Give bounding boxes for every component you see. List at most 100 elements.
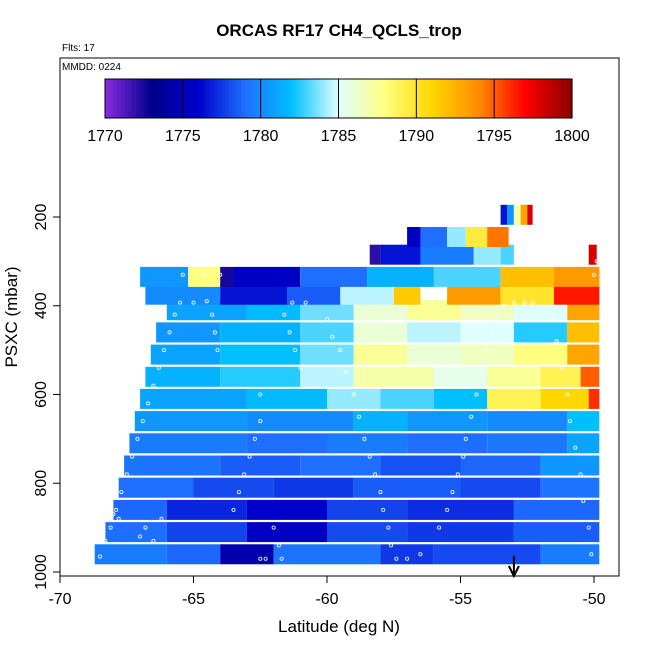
colorbar-swatch: [431, 79, 437, 118]
heatmap-cell: [487, 388, 541, 409]
track-point: [191, 300, 196, 305]
colorbar-swatch: [124, 79, 129, 118]
latitude-marker-arrow: [508, 556, 520, 579]
heatmap-cell: [300, 455, 381, 476]
colorbar-swatch: [517, 79, 523, 118]
track-point: [330, 334, 335, 339]
colorbar-swatch: [346, 79, 351, 118]
colorbar-swatch: [470, 79, 476, 118]
heatmap-cell: [407, 433, 488, 454]
colorbar-swatch: [486, 79, 491, 118]
colorbar-swatch: [221, 79, 227, 118]
track-point: [143, 525, 148, 530]
track-point: [276, 543, 281, 548]
track-point: [138, 534, 143, 539]
heatmap-cell: [407, 411, 488, 432]
colorbar-swatch: [350, 79, 355, 118]
y-tick-label: 800: [33, 470, 50, 497]
heatmap-cell: [380, 544, 434, 565]
heatmap-cell: [233, 266, 301, 287]
heatmap-cell: [473, 244, 501, 265]
colorbar-swatch: [556, 79, 561, 118]
heatmap-cell: [487, 227, 509, 247]
track-point: [367, 454, 372, 459]
y-tick-label: 400: [33, 292, 50, 319]
track-point: [554, 339, 559, 344]
colorbar-swatch: [256, 79, 262, 118]
track-point: [445, 507, 450, 512]
track-point: [271, 525, 276, 530]
track-point: [231, 507, 236, 512]
colorbar-swatch: [116, 79, 122, 118]
track-point: [378, 490, 383, 495]
heatmap-cell: [166, 499, 247, 520]
colorbar-swatch: [513, 79, 519, 118]
colorbar-swatch: [268, 79, 273, 118]
heatmap-cell: [447, 227, 466, 247]
heatmap-cell: [188, 266, 221, 287]
heatmap-cell: [353, 477, 461, 498]
colorbar-swatch: [287, 79, 293, 118]
colorbar-swatch: [330, 79, 336, 118]
colorbar-swatch: [186, 79, 192, 118]
heatmap-cell: [500, 266, 554, 287]
heatmap-cell: [220, 284, 287, 305]
y-axis-label: PSXC (mbar): [2, 266, 21, 367]
colorbar-swatch: [245, 79, 250, 118]
flight-track: [98, 259, 599, 561]
colorbar-swatch: [408, 79, 414, 118]
track-point: [560, 365, 565, 370]
heatmap-cell: [246, 433, 327, 454]
colorbar-swatch: [299, 79, 305, 118]
chart-title: ORCAS RF17 CH4_QCLS_trop: [216, 21, 462, 40]
colorbar-swatch: [210, 79, 215, 118]
track-point: [172, 312, 177, 317]
heatmap-cell: [433, 366, 488, 387]
track-point: [290, 300, 295, 305]
colorbar-swatch: [509, 79, 515, 118]
track-point: [215, 348, 220, 353]
track-point: [258, 556, 263, 561]
heatmap-cell: [380, 455, 461, 476]
heatmap-cell: [433, 388, 488, 409]
y-tick-label: 200: [33, 204, 50, 231]
heatmap-cell: [156, 322, 221, 343]
heatmap-cell: [567, 344, 600, 365]
heatmap-cell: [433, 544, 541, 565]
colorbar-swatch: [155, 79, 161, 118]
colorbar-swatch: [163, 79, 168, 118]
x-tick-label: -70: [48, 591, 71, 608]
track-point: [202, 272, 207, 277]
track-point: [303, 300, 308, 305]
colorbar-tick-label: 1800: [554, 128, 590, 145]
heatmap-cell: [246, 522, 327, 543]
track-point: [324, 317, 329, 322]
track-point: [298, 365, 303, 370]
colorbar-swatch: [568, 79, 573, 118]
colorbar-swatch: [455, 79, 460, 118]
colorbar-swatch: [319, 79, 324, 118]
colorbar-swatch: [284, 79, 289, 118]
x-tick-label: -55: [449, 591, 472, 608]
heatmap-cell: [540, 544, 600, 565]
track-point: [362, 436, 367, 441]
colorbar-swatch: [560, 79, 565, 118]
track-point: [589, 552, 594, 557]
heatmap-cell: [220, 344, 301, 365]
heatmap-cell: [367, 266, 434, 287]
colorbar-swatch: [357, 79, 363, 118]
heatmap-cell: [540, 455, 600, 476]
heatmap-cell: [588, 244, 597, 265]
colorbar-swatch: [229, 79, 235, 118]
track-point: [511, 300, 516, 305]
track-point: [258, 392, 263, 397]
track-point: [108, 525, 113, 530]
colorbar-swatch: [105, 79, 110, 118]
track-point: [530, 300, 535, 305]
track-point: [236, 490, 241, 495]
track-point: [218, 272, 223, 277]
colorbar-swatch: [365, 79, 371, 118]
heatmap-cell: [353, 411, 408, 432]
colorbar-swatch: [178, 79, 184, 118]
colorbar-swatch: [132, 79, 137, 118]
